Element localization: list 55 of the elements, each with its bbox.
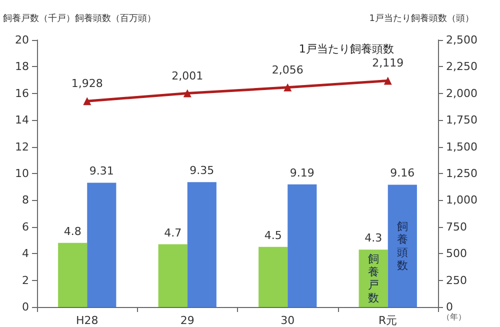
- y2-tick-label: 1,250: [446, 167, 478, 180]
- x-tick-label: R元: [378, 314, 398, 327]
- bar: [58, 242, 88, 307]
- series-label: 飼養戸数: [368, 252, 379, 304]
- data-label: 9.31: [89, 164, 114, 178]
- y2-tick-label: 2,500: [446, 34, 478, 46]
- series-label: 飼養頭数: [396, 220, 408, 272]
- data-label: 9.19: [290, 166, 314, 180]
- bar: [87, 182, 116, 307]
- data-label: 2,056: [272, 63, 304, 76]
- y-tick-label: 0: [22, 300, 29, 314]
- data-label: 4.7: [164, 226, 182, 240]
- bar: [187, 182, 216, 307]
- y2-tick-label: 250: [446, 274, 467, 287]
- y-tick-label: 4: [22, 247, 29, 260]
- y2-axis-title: 1戸当たり飼養頭数（頭）: [369, 13, 474, 24]
- y2-tick-label: 750: [446, 220, 467, 234]
- data-label: 4.8: [64, 224, 82, 238]
- x-tick-label: 29: [180, 314, 194, 327]
- point: [284, 83, 292, 92]
- series-label: 1戸当たり飼養頭数: [298, 42, 394, 56]
- y-tick-label: 8: [22, 194, 29, 207]
- bar: [288, 184, 317, 307]
- point: [384, 76, 392, 85]
- data-label: 1,928: [71, 77, 103, 90]
- x-tick-label: H28: [76, 314, 98, 327]
- y2-tick-label: 500: [446, 247, 467, 260]
- y-tick-label: 14: [15, 114, 29, 127]
- data-label: 2,119: [372, 56, 404, 70]
- bar: [158, 244, 188, 307]
- y2-tick-label: 2,250: [446, 60, 478, 74]
- y-tick-label: 16: [15, 86, 29, 100]
- bar: [258, 246, 288, 307]
- y2-tick-label: 1,000: [446, 194, 478, 207]
- y-tick-label: 20: [15, 34, 29, 46]
- data-label: 9.16: [390, 166, 415, 180]
- y-tick-label: 18: [15, 60, 29, 74]
- y2-tick-label: 0: [446, 300, 453, 314]
- data-label: 9.35: [190, 164, 214, 178]
- x-tick-label: 30: [280, 314, 295, 327]
- y-tick-label: 10: [15, 167, 29, 180]
- point: [83, 97, 92, 106]
- y-tick-label: 6: [22, 220, 29, 234]
- point: [183, 89, 192, 98]
- y2-tick-label: 2,000: [446, 86, 478, 100]
- data-label: 4.5: [264, 228, 282, 242]
- y2-tick-label: 1,750: [446, 114, 478, 127]
- y-axis-title: 飼養戸数（千戸）飼養頭数（百万頭）: [3, 13, 156, 24]
- y2-tick-label: 1,500: [446, 140, 478, 154]
- x-axis-title: （年）: [442, 312, 466, 322]
- data-label: 2,001: [172, 69, 204, 82]
- y-tick-label: 12: [15, 140, 29, 154]
- bar: [388, 184, 417, 307]
- data-label: 4.3: [364, 232, 382, 245]
- y-tick-label: 2: [22, 274, 29, 287]
